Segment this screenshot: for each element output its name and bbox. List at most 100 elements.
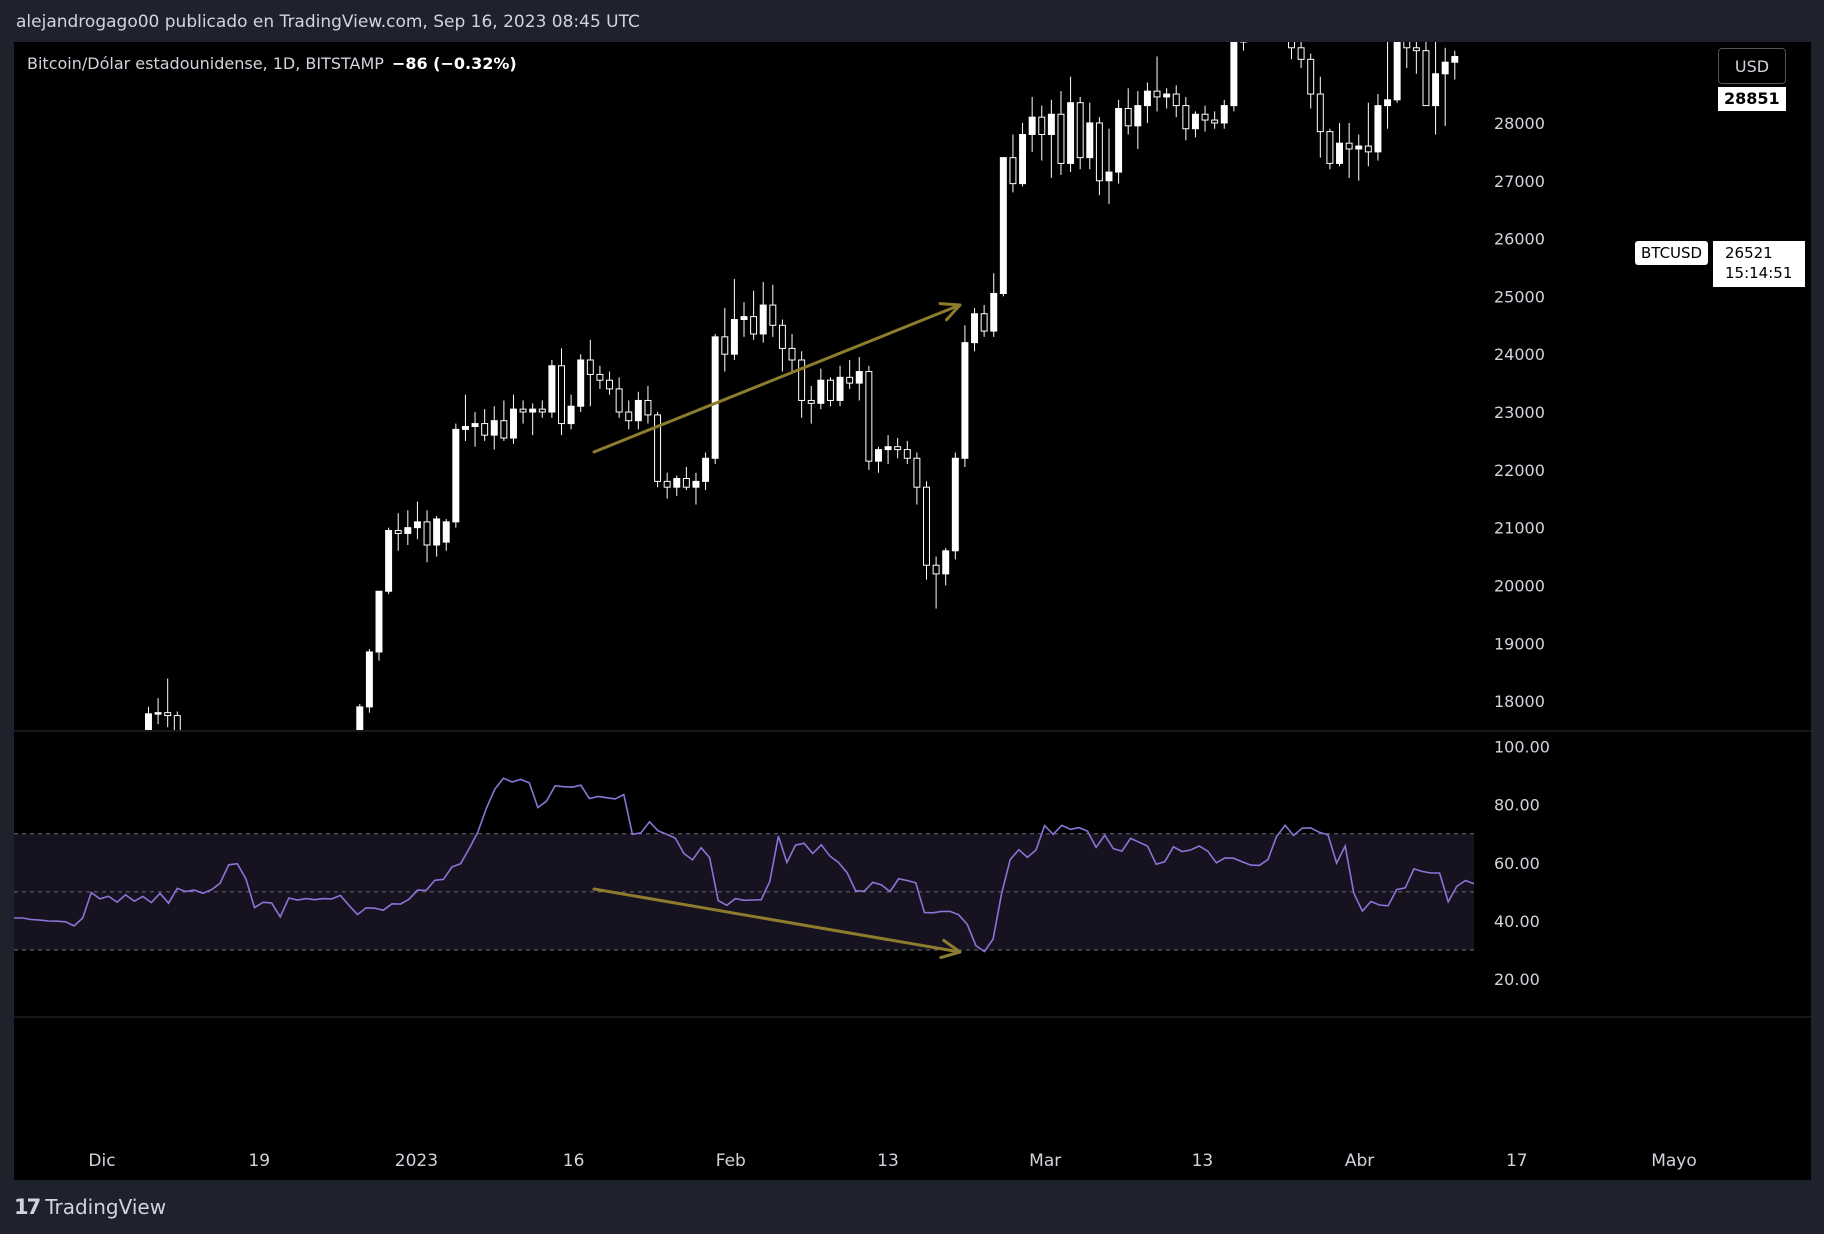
candle-body [538,408,546,413]
candle-body [413,521,421,529]
candle-body [471,423,479,427]
rsi-tick-label: 20.00 [1494,970,1540,989]
candle-body [1134,105,1142,127]
candle-body [1201,113,1209,121]
price-tick-label: 26000 [1494,230,1545,249]
rsi-trend-arrow [592,887,962,954]
candle-body [117,744,123,747]
chart-area[interactable]: 18000 19000 20000 21000 22000 23000 24000 25000… [14,42,1811,1180]
time-tick-label: Feb [716,1151,746,1171]
candle-body [1028,116,1036,136]
price-tick-label: 27000 [1494,172,1545,191]
candle-body [923,486,930,566]
time-tick-label: Dic [88,1151,115,1171]
rsi-tick-label: 60.00 [1494,854,1540,873]
price-tick-label: 19000 [1494,634,1545,653]
tradingview-logo[interactable]: 17 TradingView [14,1195,166,1219]
candle-body [548,365,556,413]
candle-body [778,324,786,349]
candle-body [846,376,854,384]
candle-body [702,457,710,482]
symbol-badge: BTCUSD [1635,241,1709,265]
candle-body [1220,105,1228,124]
tradingview-brand: TradingView [45,1195,167,1219]
candle-body [1355,145,1363,150]
candle-body [1095,122,1103,182]
candle-body [1076,102,1084,159]
candle-body [999,157,1007,294]
candle-body [97,746,103,750]
candle-body [107,746,113,748]
time-tick-label: 16 [563,1151,585,1171]
candle-body [874,449,882,462]
candle-body [1047,113,1055,136]
candle-body [356,706,364,730]
currency-button[interactable]: USD [1718,48,1786,84]
candle-body [59,747,65,752]
time-tick-label: Abr [1345,1151,1374,1171]
candle-body [481,423,489,436]
candle-body [586,359,594,375]
candle-body [21,747,27,750]
rsi-trend-arrow-head [939,938,962,960]
candle-body [596,373,604,381]
candle-body [1316,93,1324,133]
candle-body [154,712,162,715]
price-tick-label: 28000 [1494,114,1545,133]
candle-body [1067,102,1075,164]
candle-body [78,746,84,751]
candle-body [894,446,902,451]
candle-body [980,313,988,332]
price-tick-label: 23000 [1494,403,1545,422]
candle-body [347,735,353,739]
candle-body [385,530,393,592]
candle-body [1393,42,1401,101]
rsi-tick-label: 80.00 [1494,796,1540,815]
candle-body [126,742,132,745]
time-tick-label: Mar [1029,1151,1061,1171]
candle-body [144,713,152,730]
price-badge: 28851 [1718,87,1786,111]
candle-body [634,399,642,422]
time-tick-label: 13 [1192,1151,1214,1171]
candle-body [682,478,690,488]
candle-body [1115,107,1123,173]
symbol-legend: Bitcoin/Dólar estadounidense, 1D, BITSTA… [27,54,517,73]
candle-body [740,316,748,321]
candle-body [213,767,219,769]
candle-body [461,425,469,430]
candle-body [318,752,324,756]
candle-body [1326,131,1334,164]
candle-body [884,446,892,451]
candle-body [1019,134,1027,185]
candle-body [567,405,575,425]
candle-body [270,766,276,769]
candle-body [40,749,46,754]
chart-canvas[interactable]: 18000 19000 20000 21000 22000 23000 24000 25000… [14,42,1811,1180]
candle-body [913,457,921,488]
candle-body [730,319,738,355]
time-tick-label: 2023 [395,1151,438,1171]
candle-body [242,765,248,768]
candle-body [1364,145,1372,153]
price-tick-label: 22000 [1494,461,1545,480]
price-trend-arrow-head [938,302,962,322]
symbol-description: Bitcoin/Dólar estadounidense, 1D, BITSTA… [27,54,384,73]
candle-body [529,408,537,413]
candle-body [951,457,959,552]
candle-body [328,744,334,752]
candle-body [1143,90,1151,107]
price-change: −86 (−0.32%) [391,54,517,73]
candle-body [509,408,517,439]
candle-body [961,342,969,459]
candle-body [290,765,296,768]
candle-body [721,336,729,355]
candle-body [807,399,815,404]
candle-body [1124,107,1132,127]
candle-body [1182,105,1190,130]
candle-body [232,766,238,768]
price-tick-label: 24000 [1494,345,1545,364]
candle-body [1403,42,1411,49]
candle-body [971,313,979,344]
price-tick-label: 20000 [1494,576,1545,595]
